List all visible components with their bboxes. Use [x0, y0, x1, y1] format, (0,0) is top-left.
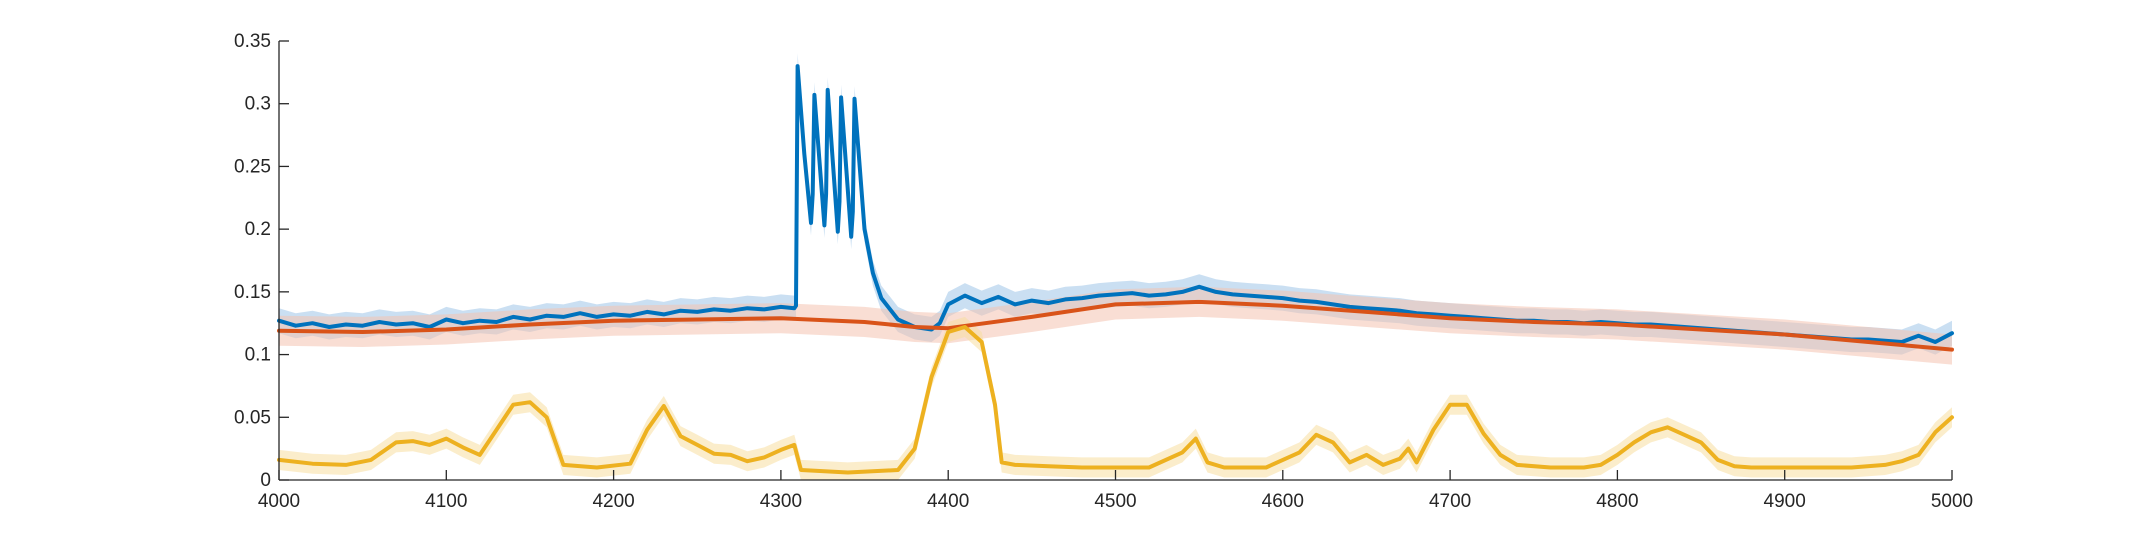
x-tick-label: 4400	[927, 491, 969, 512]
y-tick-label: 0.3	[245, 94, 271, 115]
y-tick-label: 0.1	[245, 345, 271, 366]
y-tick-label: 0.05	[234, 407, 271, 428]
y-tick-label: 0	[260, 470, 271, 491]
x-tick-label: 4200	[592, 491, 634, 512]
series-lines	[277, 64, 1954, 475]
x-tick-label: 4600	[1262, 491, 1304, 512]
axes: 4000 4100 4200 4300 4400 4500 4600 4700 4800 4900…	[234, 31, 1973, 512]
series-2-line	[277, 299, 1954, 352]
y-tick-label: 0.2	[245, 219, 271, 240]
y-tick-label: 0.25	[234, 156, 271, 177]
y-tick-label: 0.35	[234, 31, 271, 52]
y-tick-label: 0.15	[234, 282, 271, 303]
series-3-band	[279, 316, 1952, 480]
x-tick-label: 4900	[1764, 491, 1806, 512]
confidence-bands	[279, 53, 1952, 480]
x-tick-label: 4300	[760, 491, 802, 512]
x-tick-label: 4800	[1596, 491, 1638, 512]
x-tick-label: 4000	[258, 491, 300, 512]
x-tick-label: 4100	[425, 491, 467, 512]
x-tick-label: 4700	[1429, 491, 1471, 512]
series-3-line	[277, 325, 1954, 475]
x-tick-label: 4500	[1094, 491, 1136, 512]
x-tick-label: 5000	[1931, 491, 1973, 512]
series-2-band	[279, 286, 1952, 365]
